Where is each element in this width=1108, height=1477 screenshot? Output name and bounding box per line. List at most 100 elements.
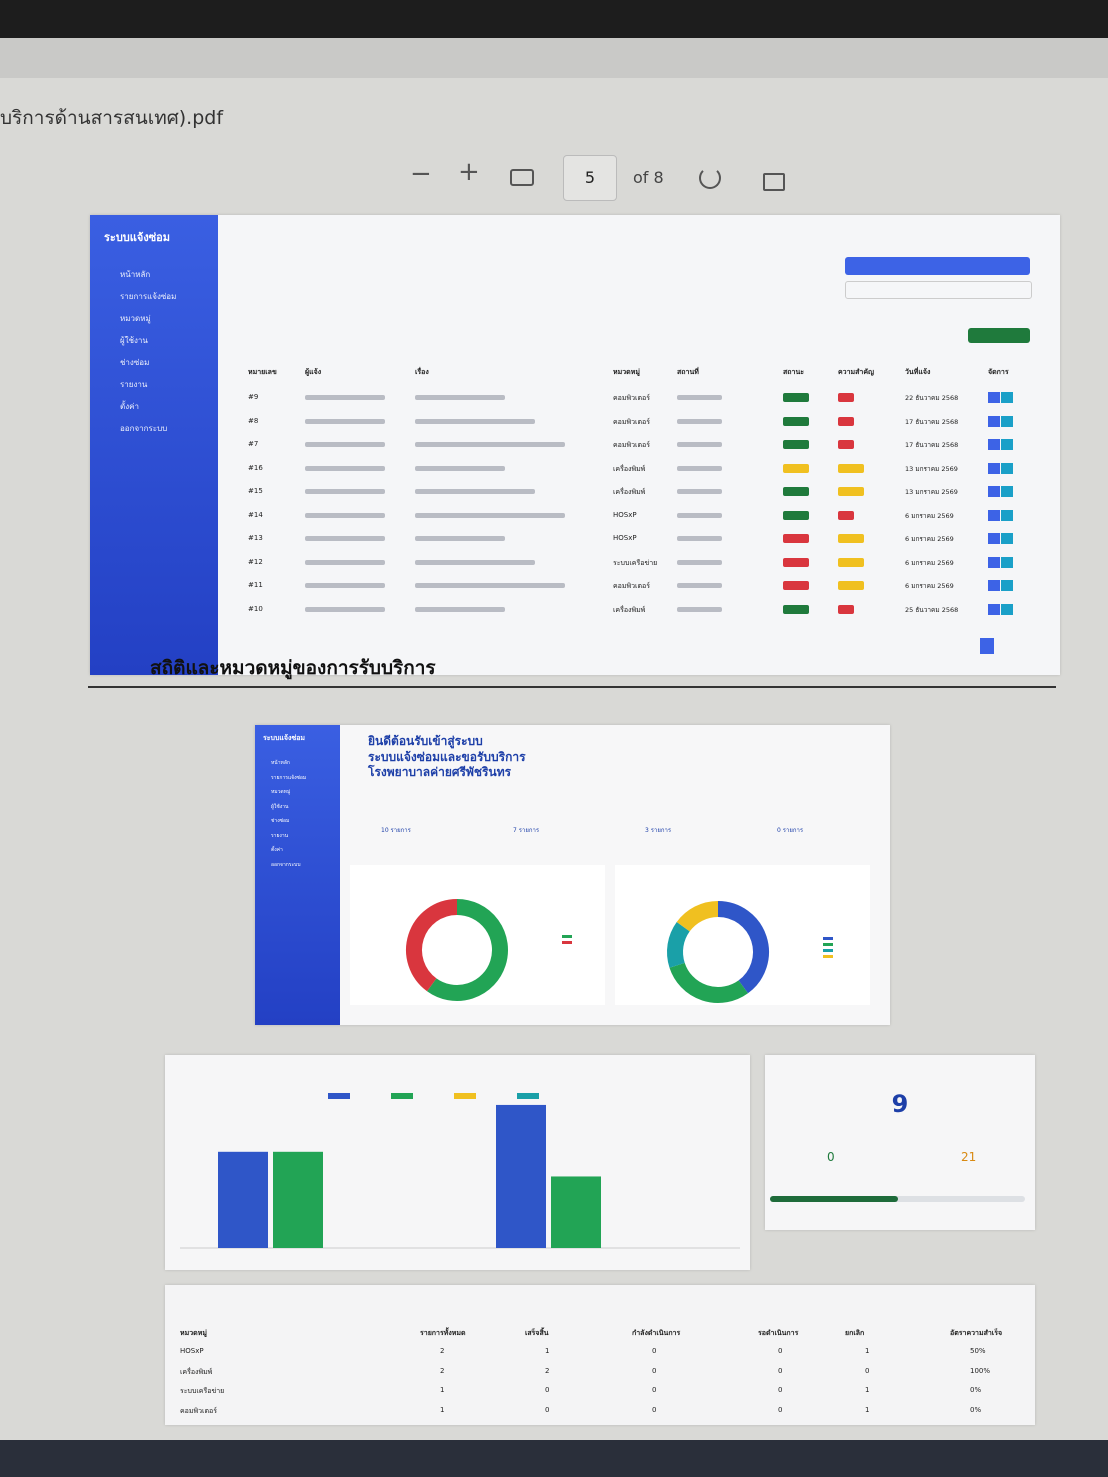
donut-segment xyxy=(427,899,508,1001)
donut-segment xyxy=(406,899,458,992)
legend-swatch xyxy=(391,1093,413,1099)
view-button[interactable] xyxy=(988,415,1000,427)
reset-button[interactable] xyxy=(845,281,1032,299)
edit-button[interactable] xyxy=(1001,439,1013,450)
ticket-date: 6 มกราคม 2569 xyxy=(905,535,954,543)
ticket-id: #8 xyxy=(248,416,259,425)
screenshot-repair-list: ระบบแจ้งซ่อม หน้าหลัก รายการแจ้งซ่อม หมวดหม… xyxy=(90,215,1060,675)
edit-button[interactable] xyxy=(1001,486,1013,497)
table-header: รายการทั้งหมด xyxy=(420,1329,466,1337)
reporter-placeholder xyxy=(305,606,385,612)
location-placeholder xyxy=(677,512,722,518)
stat-card-value: 10 รายการ xyxy=(381,827,411,834)
table-header: วันที่แจ้ง xyxy=(905,368,931,376)
view-button[interactable] xyxy=(988,439,1000,450)
view-button[interactable] xyxy=(988,392,1000,403)
reporter-placeholder xyxy=(305,465,385,471)
location-placeholder xyxy=(677,489,722,494)
view-button[interactable] xyxy=(988,533,1000,544)
table-header: เรื่อง xyxy=(415,368,429,376)
edit-button[interactable] xyxy=(1001,556,1013,568)
view-button[interactable] xyxy=(988,603,1000,615)
status-badge xyxy=(783,581,809,590)
menu-item[interactable]: รายการแจ้งซ่อม xyxy=(120,292,177,301)
ticket-id: #7 xyxy=(248,440,259,448)
menu-item: ออกจากระบบ xyxy=(271,861,301,868)
progress-bar xyxy=(770,1196,898,1202)
table-cell: 0 xyxy=(778,1405,783,1414)
legend-swatch xyxy=(823,937,833,940)
subject-placeholder xyxy=(415,395,505,400)
ticket-date: 13 มกราคม 2569 xyxy=(905,464,958,473)
zoom-out[interactable]: − xyxy=(410,159,432,189)
view-button[interactable] xyxy=(988,580,1000,591)
search-button[interactable] xyxy=(845,257,1030,275)
fit-page[interactable] xyxy=(510,169,534,186)
category-name: ระบบเครือข่าย xyxy=(180,1387,225,1395)
rule xyxy=(88,686,1056,688)
edit-button[interactable] xyxy=(1001,392,1013,403)
donut-segment xyxy=(717,901,769,994)
edit-button[interactable] xyxy=(1001,603,1013,615)
ticket-id: #16 xyxy=(248,463,263,472)
menu-item[interactable]: ผู้ใช้งาน xyxy=(120,336,148,345)
ticket-id: #14 xyxy=(248,510,263,519)
menu-item[interactable]: หมวดหมู่ xyxy=(120,314,151,323)
ticket-category: คอมพิวเตอร์ xyxy=(613,417,650,426)
stat-card-value: 7 รายการ xyxy=(513,827,540,834)
zoom-in[interactable]: + xyxy=(458,157,480,187)
stat-card-value: 0 รายการ xyxy=(777,827,804,834)
sidebar: ระบบแจ้งซ่อม หน้าหลัก รายการแจ้งซ่อม หมวดหม… xyxy=(255,725,340,1025)
table-header: จัดการ xyxy=(988,368,1009,376)
menu-item[interactable]: หน้าหลัก xyxy=(120,270,151,279)
table-cell: 2 xyxy=(545,1366,550,1375)
bar xyxy=(496,1104,546,1248)
view-button[interactable] xyxy=(988,486,1000,497)
view-button[interactable] xyxy=(988,509,1000,521)
reporter-placeholder xyxy=(305,583,385,588)
edit-button[interactable] xyxy=(1001,580,1013,591)
edit-button[interactable] xyxy=(1001,415,1013,427)
priority-badge xyxy=(838,557,864,567)
subject-placeholder xyxy=(415,465,505,471)
menu-item: ช่างซ่อม xyxy=(271,818,290,824)
ticket-category: คอมพิวเตอร์ xyxy=(613,394,650,402)
edit-button[interactable] xyxy=(1001,462,1013,474)
page-count: of 8 xyxy=(633,168,664,187)
subject-placeholder xyxy=(415,606,505,612)
reporter-placeholder xyxy=(305,442,385,447)
table-cell: 1 xyxy=(865,1405,870,1414)
status-badge xyxy=(783,416,809,426)
pdf-toolbar: − + 5 of 8 xyxy=(405,155,795,201)
export-button[interactable] xyxy=(968,328,1030,343)
rotate[interactable] xyxy=(699,167,721,189)
menu-item[interactable]: ช่างซ่อม xyxy=(120,358,150,367)
menu-item[interactable]: ออกจากระบบ xyxy=(120,424,168,433)
legend-swatch xyxy=(823,949,833,952)
table-header: เสร็จสิ้น xyxy=(525,1329,549,1337)
two-page-view[interactable] xyxy=(763,173,785,191)
table-cell: 0% xyxy=(970,1405,982,1414)
page-input[interactable]: 5 xyxy=(563,155,617,201)
welcome-text: ยินดีต้อนรับเข้าสู่ระบบ xyxy=(368,734,483,748)
ticket-category: คอมพิวเตอร์ xyxy=(613,441,650,449)
location-placeholder xyxy=(677,442,722,447)
bar xyxy=(218,1151,268,1248)
edit-button[interactable] xyxy=(1001,509,1013,521)
location-placeholder xyxy=(677,606,722,612)
priority-badge xyxy=(838,534,864,543)
menu-item: รายงาน xyxy=(271,832,289,839)
table-header: ผู้แจ้ง xyxy=(305,368,322,376)
menu-item[interactable]: รายงาน xyxy=(120,380,148,389)
table-cell: 0 xyxy=(778,1366,783,1375)
view-button[interactable] xyxy=(988,462,1000,474)
ticket-id: #13 xyxy=(248,534,263,542)
table-header: หมวดหมู่ xyxy=(180,1329,207,1337)
pagination-current[interactable] xyxy=(980,638,994,654)
edit-button[interactable] xyxy=(1001,533,1013,544)
location-placeholder xyxy=(677,559,722,565)
priority-badge xyxy=(838,393,854,402)
menu-item[interactable]: ตั้งค่า xyxy=(120,402,139,411)
total-value: 9 xyxy=(891,1090,909,1118)
view-button[interactable] xyxy=(988,556,1000,568)
